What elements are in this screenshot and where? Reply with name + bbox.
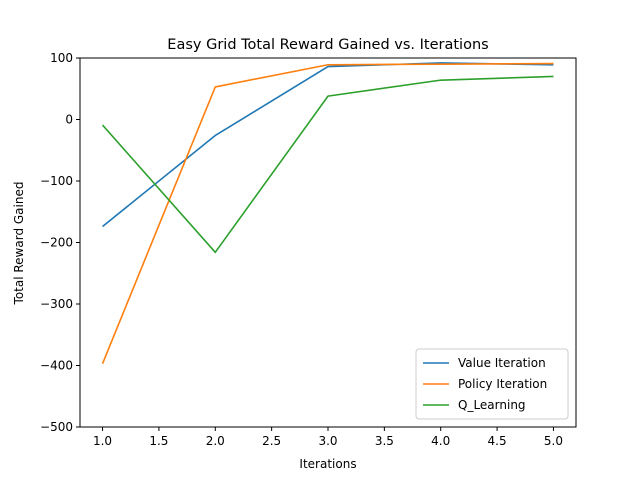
legend-label: Value Iteration (458, 356, 546, 370)
y-tick-label: −300 (40, 297, 73, 311)
legend-label: Q_Learning (458, 398, 526, 412)
y-axis: −500 −400 −300 −200 −100 0 100 (40, 51, 80, 434)
y-tick-label: −100 (40, 174, 73, 188)
y-axis-label: Total Reward Gained (12, 182, 26, 306)
legend: Value Iteration Policy Iteration Q_Learnin… (415, 348, 569, 420)
x-axis-label: Iterations (299, 457, 356, 471)
x-tick-label: 1.0 (93, 434, 112, 448)
x-axis: 1.0 1.5 2.0 2.5 3.0 3.5 4.0 4.5 5.0 (93, 427, 563, 448)
y-tick-label: 100 (50, 51, 73, 65)
y-tick-label: −200 (40, 236, 73, 250)
plot-area (101, 62, 554, 364)
x-tick-label: 2.0 (206, 434, 225, 448)
y-tick-label: −400 (40, 359, 73, 373)
chart-title: Easy Grid Total Reward Gained vs. Iterat… (167, 37, 488, 53)
x-tick-label: 4.0 (431, 434, 450, 448)
x-tick-label: 1.5 (149, 434, 168, 448)
series-line-policy-iteration (101, 62, 554, 364)
x-tick-label: 3.5 (375, 434, 394, 448)
x-tick-label: 4.5 (488, 434, 507, 448)
y-tick-label: 0 (65, 113, 73, 127)
x-tick-label: 3.0 (318, 434, 337, 448)
series-line-q-learning (101, 75, 554, 254)
x-tick-label: 2.5 (262, 434, 281, 448)
x-tick-label: 5.0 (544, 434, 563, 448)
legend-label: Policy Iteration (458, 377, 547, 391)
legend-box (415, 348, 569, 420)
y-tick-label: −500 (40, 420, 73, 434)
